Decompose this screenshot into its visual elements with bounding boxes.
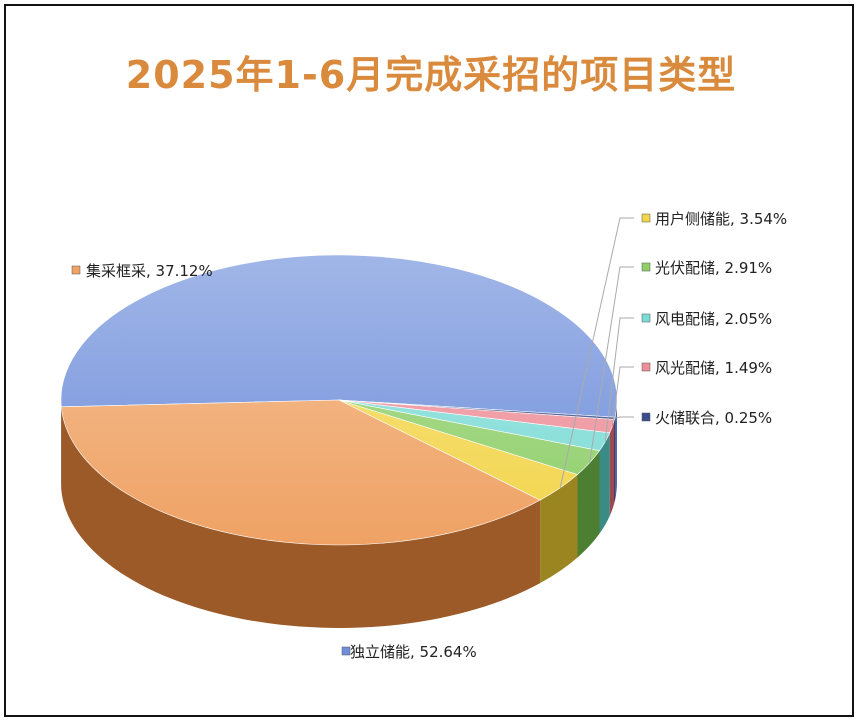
chart-title: 2025年1-6月完成采招的项目类型 xyxy=(125,53,737,97)
pie-tops xyxy=(60,254,618,546)
pie-side-6 xyxy=(609,419,615,516)
pie-side-2 xyxy=(61,406,541,628)
pie-side-7 xyxy=(614,417,616,503)
pie-side-1 xyxy=(615,400,617,501)
pie-side-3 xyxy=(540,474,578,584)
leader-line-5 xyxy=(604,317,634,442)
slice-label-3: 用户侧储能, 3.54% xyxy=(655,210,787,228)
slice-label-1: 独立储能, 52.64% xyxy=(350,643,477,661)
legend-key-4 xyxy=(641,262,651,272)
legend-key-2 xyxy=(71,265,81,275)
legend-key-3 xyxy=(641,213,651,223)
slice-label-6: 风光配储, 1.49% xyxy=(655,359,772,377)
slice-label-2: 集采框采, 37.12% xyxy=(86,262,213,280)
legend-key-6 xyxy=(641,362,651,372)
legend-key-5 xyxy=(641,313,651,323)
leader-line-3 xyxy=(559,217,634,488)
slice-label-5: 风电配储, 2.05% xyxy=(655,310,772,328)
leader-line-7 xyxy=(614,416,634,419)
leader-line-6 xyxy=(611,366,634,427)
legend-key-1 xyxy=(341,646,351,656)
pie-labels: 独立储能, 52.64% 集采框采, 37.12% 用户侧储能, 3.54% 光伏配储… xyxy=(71,210,787,661)
pie-side-5 xyxy=(599,432,610,534)
pie-sides xyxy=(61,400,617,628)
leader-line-4 xyxy=(589,266,634,463)
slice-label-7: 火储联合, 0.25% xyxy=(655,409,772,427)
legend-key-7 xyxy=(641,412,651,422)
pie-side-4 xyxy=(577,450,600,558)
slice-label-4: 光伏配储, 2.91% xyxy=(655,259,772,277)
pie-shine xyxy=(61,255,617,545)
